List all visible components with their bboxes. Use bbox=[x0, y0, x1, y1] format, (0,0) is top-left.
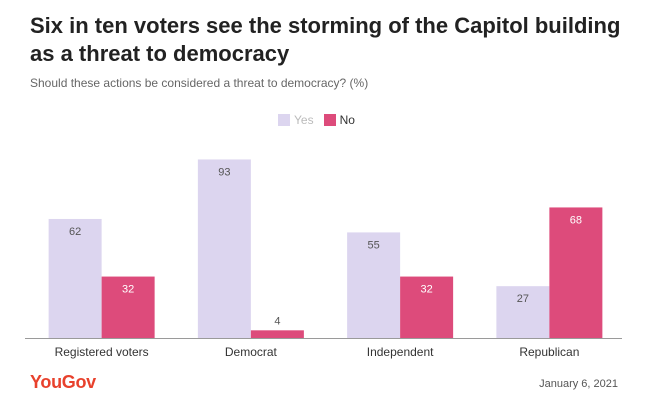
value-label-no-1: 4 bbox=[274, 315, 280, 327]
chart-title: Six in ten voters see the storming of th… bbox=[30, 13, 621, 66]
bar-no-2 bbox=[400, 276, 454, 338]
value-label-yes-1: 93 bbox=[218, 166, 230, 178]
bar-no-1 bbox=[250, 330, 304, 338]
bar-no-0 bbox=[101, 276, 155, 338]
value-label-yes-0: 62 bbox=[69, 226, 81, 238]
bar-no-3 bbox=[549, 207, 603, 338]
bar-yes-1 bbox=[197, 159, 251, 338]
value-label-no-2: 32 bbox=[421, 284, 433, 296]
value-label-no-3: 68 bbox=[570, 214, 582, 226]
legend-item-yes: Yes bbox=[278, 113, 314, 127]
legend-swatch-no bbox=[323, 114, 336, 126]
yougov-logo: YouGov bbox=[30, 372, 96, 392]
legend-item-no: No bbox=[323, 113, 355, 127]
bar-yes-0 bbox=[48, 218, 102, 338]
category-label-1: Democrat bbox=[225, 345, 278, 359]
bar-yes-2 bbox=[347, 232, 401, 338]
publish-date: January 6, 2021 bbox=[539, 378, 618, 390]
chart-subtitle: Should these actions be considered a thr… bbox=[30, 76, 369, 90]
legend-swatch-yes bbox=[278, 114, 290, 126]
value-label-yes-2: 55 bbox=[368, 239, 380, 251]
category-label-3: Republican bbox=[519, 345, 579, 359]
category-label-2: Independent bbox=[367, 345, 434, 359]
value-label-no-0: 32 bbox=[122, 284, 134, 296]
value-label-yes-3: 27 bbox=[517, 293, 529, 305]
bar-yes-3 bbox=[496, 286, 550, 338]
legend: Yes No bbox=[278, 113, 365, 127]
category-label-0: Registered voters bbox=[55, 345, 149, 359]
legend-label-no: No bbox=[339, 113, 355, 127]
legend-label-yes: Yes bbox=[294, 113, 314, 127]
